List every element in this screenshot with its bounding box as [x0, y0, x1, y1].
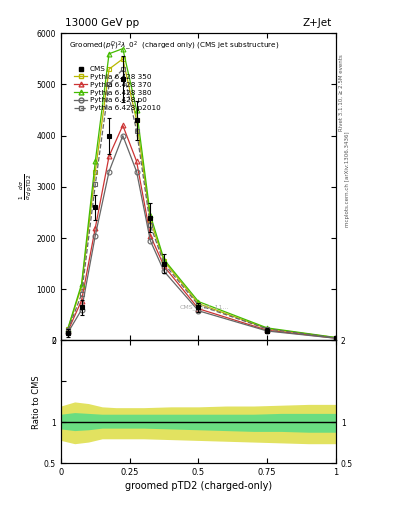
- Y-axis label: Ratio to CMS: Ratio to CMS: [32, 375, 41, 429]
- Text: Groomed$(p_T^D)^2\lambda\_0^2$  (charged only) (CMS jet substructure): Groomed$(p_T^D)^2\lambda\_0^2$ (charged …: [69, 39, 280, 53]
- Text: 13000 GeV pp: 13000 GeV pp: [65, 18, 139, 28]
- Text: Rivet 3.1.10, ≥ 2.5M events: Rivet 3.1.10, ≥ 2.5M events: [339, 54, 344, 131]
- Y-axis label: $\frac{1}{\sigma}\frac{d\sigma}{d\,\mathrm{pTD2}}$: $\frac{1}{\sigma}\frac{d\sigma}{d\,\math…: [18, 174, 35, 200]
- X-axis label: groomed pTD2 (charged-only): groomed pTD2 (charged-only): [125, 481, 272, 492]
- Legend: CMS, Pythia 6.428 350, Pythia 6.428 370, Pythia 6.428 380, Pythia 6.428 p0, Pyth: CMS, Pythia 6.428 350, Pythia 6.428 370,…: [73, 65, 162, 113]
- Text: Z+Jet: Z+Jet: [303, 18, 332, 28]
- Text: CMS_2021_11...: CMS_2021_11...: [179, 304, 229, 310]
- Text: mcplots.cern.ch [arXiv:1306.3436]: mcplots.cern.ch [arXiv:1306.3436]: [345, 132, 350, 227]
